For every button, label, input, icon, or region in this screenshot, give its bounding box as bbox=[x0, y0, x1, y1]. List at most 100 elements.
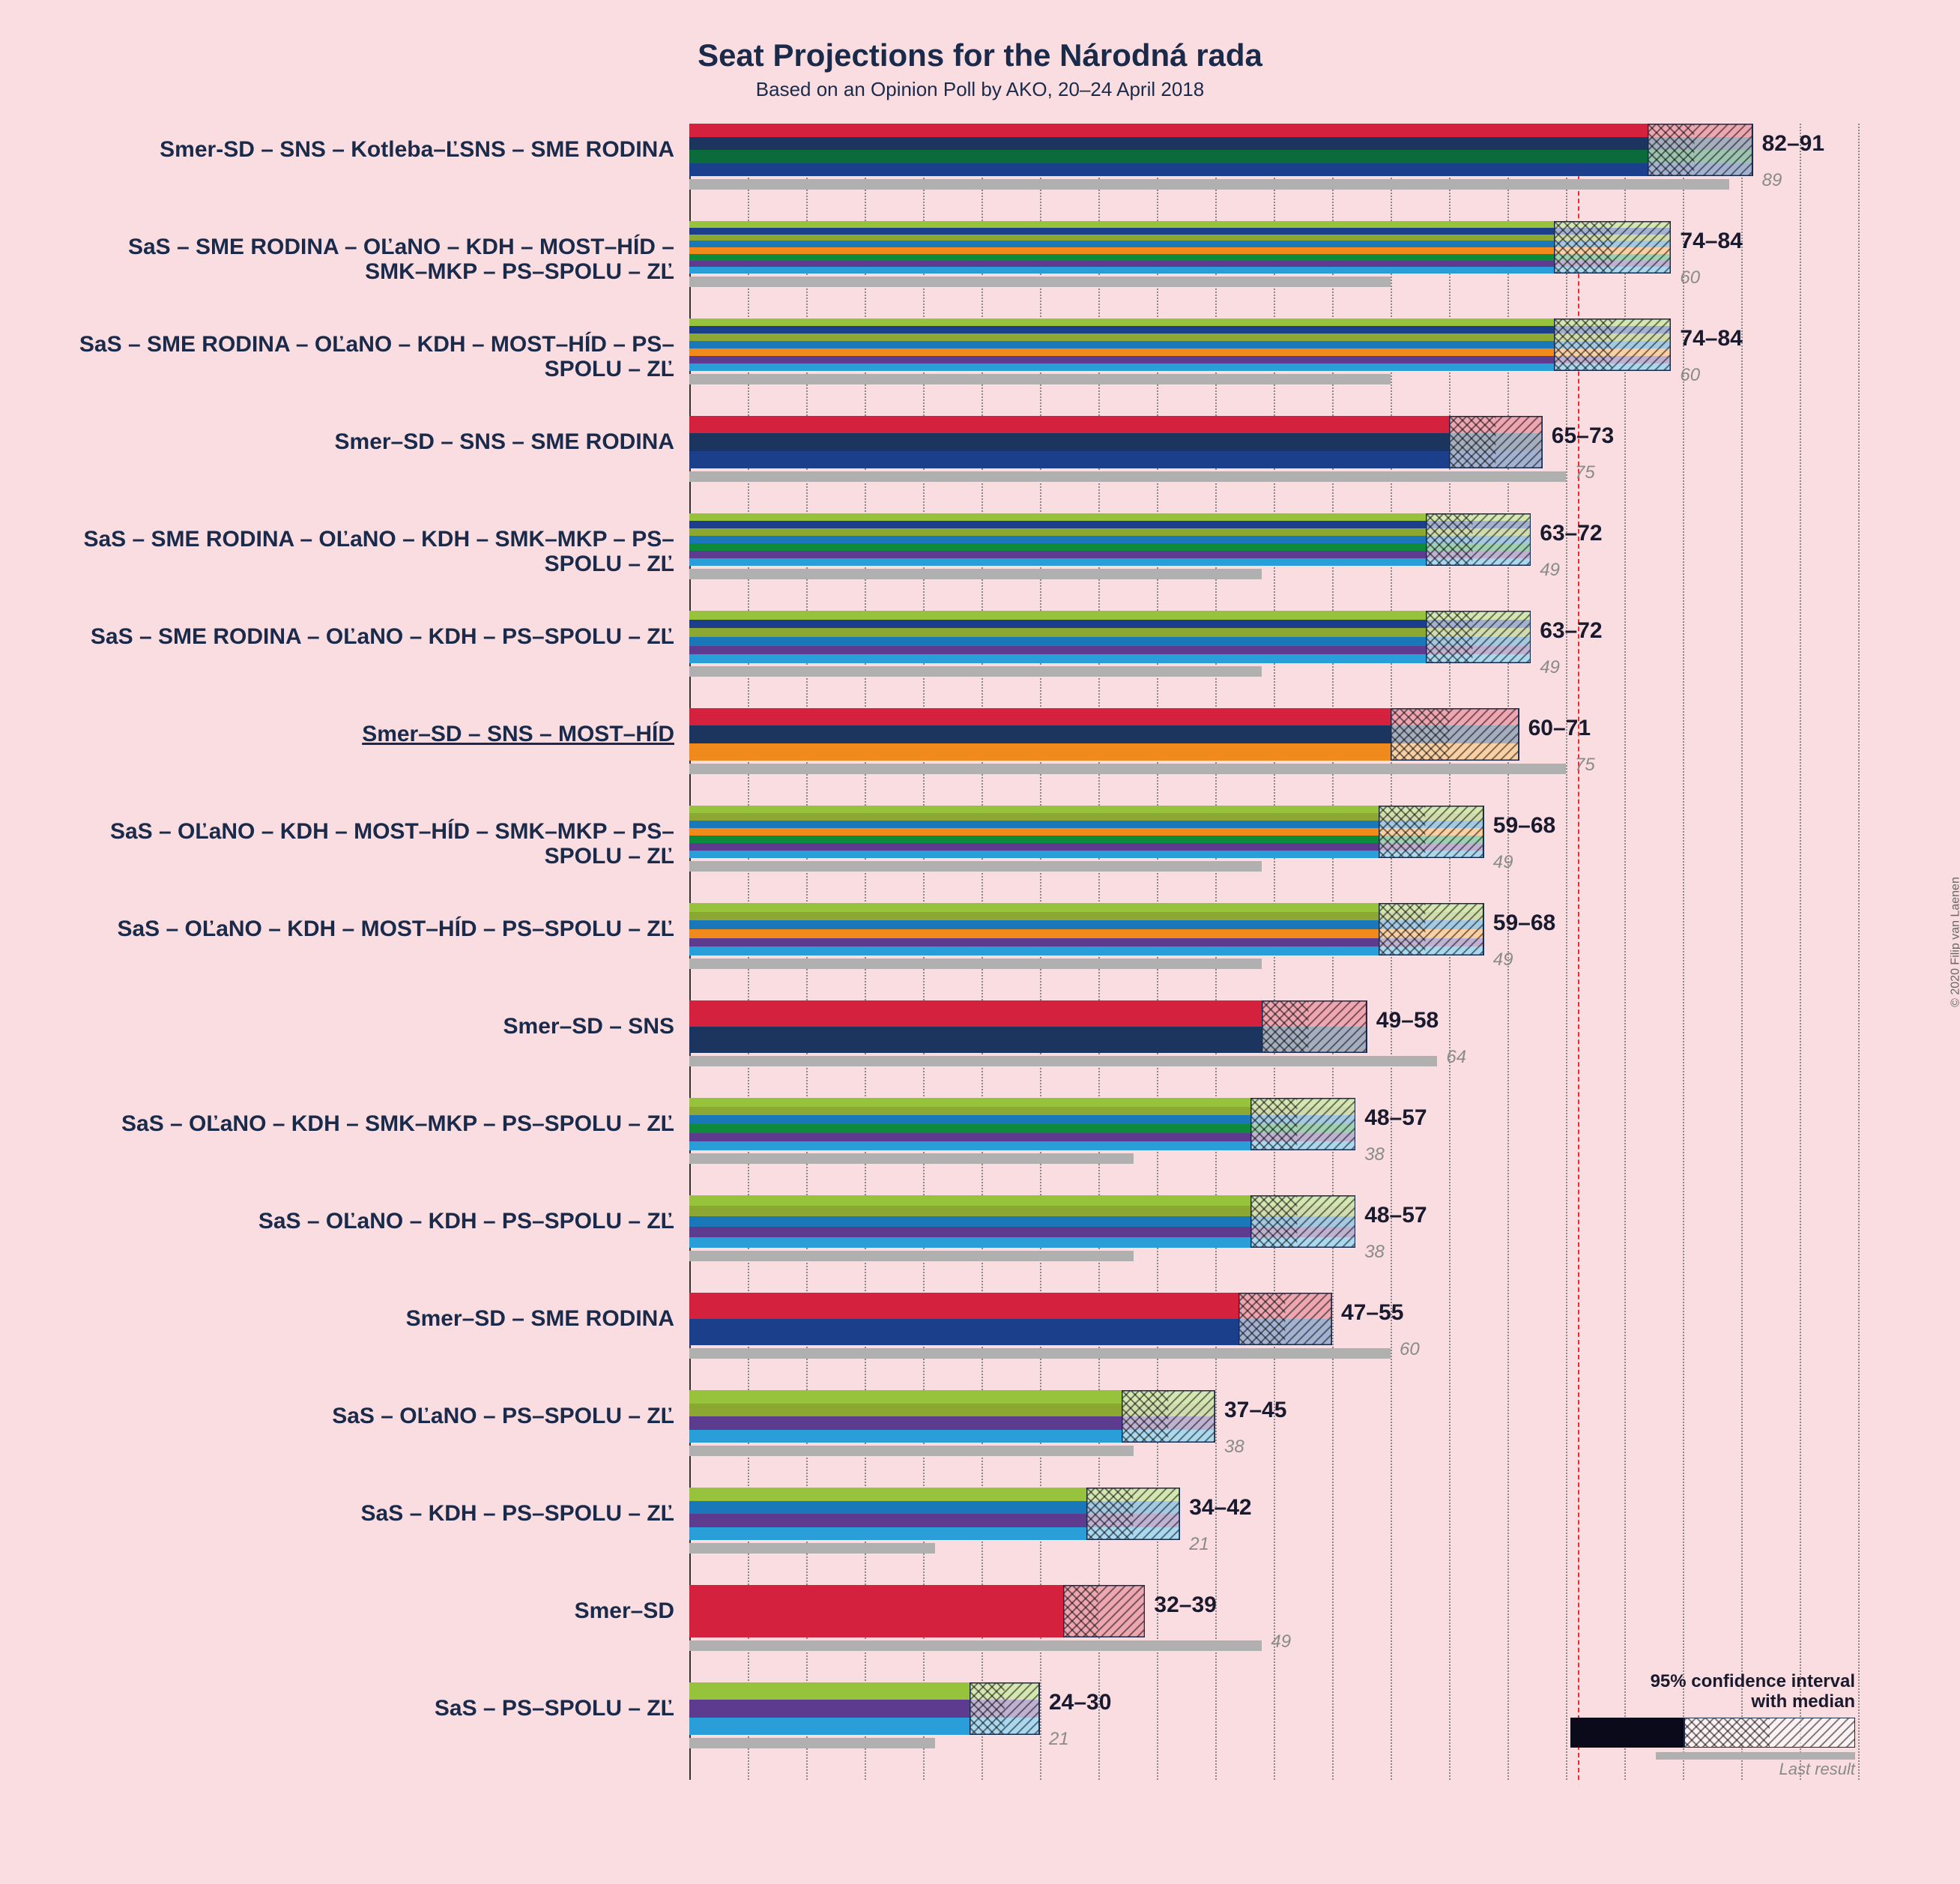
party-bar bbox=[689, 654, 1531, 663]
coalition-row: SaS – SME RODINA – OĽaNO – KDH – MOST–HÍ… bbox=[75, 318, 1825, 416]
range-label: 59–68 bbox=[1493, 911, 1555, 936]
bar-zone: 49–5864 bbox=[689, 1000, 1825, 1098]
party-bar bbox=[689, 363, 1671, 371]
coalition-label: Smer–SD bbox=[75, 1585, 689, 1623]
party-bar bbox=[689, 124, 1753, 137]
last-result-bar bbox=[689, 1640, 1262, 1651]
confidence-interval bbox=[1238, 1293, 1332, 1345]
last-result-bar bbox=[689, 1056, 1437, 1066]
last-result-label: 49 bbox=[1540, 560, 1560, 581]
coalition-label: SaS – SME RODINA – OĽaNO – KDH – SMK–MKP… bbox=[75, 513, 689, 576]
last-result-label: 75 bbox=[1575, 755, 1595, 776]
last-result-label: 21 bbox=[1049, 1729, 1069, 1750]
party-bar bbox=[689, 938, 1484, 947]
party-bar bbox=[689, 628, 1531, 637]
chart-area: Smer-SD – SNS – Kotleba–ĽSNS – SME RODIN… bbox=[75, 124, 1825, 1780]
coalition-row: SaS – SME RODINA – OĽaNO – KDH – PS–SPOL… bbox=[75, 611, 1825, 708]
coalition-label: SaS – PS–SPOLU – ZĽ bbox=[75, 1682, 689, 1721]
coalition-row: Smer–SD – SNS – SME RODINA65–7375 bbox=[75, 416, 1825, 513]
party-bar bbox=[689, 267, 1671, 274]
last-result-label: 75 bbox=[1575, 462, 1595, 483]
coalition-label: SaS – SME RODINA – OĽaNO – KDH – PS–SPOL… bbox=[75, 611, 689, 649]
party-bar bbox=[689, 235, 1671, 241]
bar-zone: 59–6849 bbox=[689, 806, 1825, 903]
party-bar bbox=[689, 946, 1484, 955]
party-bar bbox=[689, 843, 1484, 851]
confidence-interval bbox=[1648, 124, 1752, 176]
coalition-label: SaS – OĽaNO – KDH – SMK–MKP – PS–SPOLU –… bbox=[75, 1098, 689, 1136]
party-bar bbox=[689, 254, 1671, 261]
range-label: 48–57 bbox=[1364, 1105, 1427, 1131]
party-bar bbox=[689, 137, 1753, 151]
party-bar bbox=[689, 333, 1671, 341]
last-result-bar bbox=[689, 471, 1566, 482]
party-bar bbox=[689, 920, 1484, 929]
bar-zone: 65–7375 bbox=[689, 416, 1825, 513]
coalition-row: SaS – SME RODINA – OĽaNO – KDH – SMK–MKP… bbox=[75, 513, 1825, 611]
confidence-interval bbox=[1086, 1488, 1180, 1540]
coalition-label: SaS – SME RODINA – OĽaNO – KDH – MOST–HÍ… bbox=[75, 221, 689, 284]
confidence-interval bbox=[1554, 318, 1671, 371]
last-result-bar bbox=[689, 179, 1729, 190]
range-label: 34–42 bbox=[1189, 1495, 1251, 1521]
range-label: 37–45 bbox=[1224, 1398, 1286, 1423]
confidence-interval bbox=[1250, 1195, 1355, 1248]
confidence-interval bbox=[1554, 221, 1671, 274]
bar-zone: 82–9189 bbox=[689, 124, 1825, 221]
last-result-bar bbox=[689, 1348, 1391, 1359]
party-bar bbox=[689, 221, 1671, 228]
party-bar bbox=[689, 528, 1531, 536]
last-result-label: 49 bbox=[1540, 657, 1560, 678]
coalition-label: Smer–SD – SNS – SME RODINA bbox=[75, 416, 689, 454]
party-bar bbox=[689, 851, 1484, 858]
bar-zone: 37–4538 bbox=[689, 1390, 1825, 1488]
last-result-label: 89 bbox=[1762, 170, 1782, 191]
confidence-interval bbox=[1122, 1390, 1215, 1443]
coalition-label: Smer–SD – SME RODINA bbox=[75, 1293, 689, 1331]
last-result-label: 64 bbox=[1446, 1047, 1466, 1068]
bar-zone: 34–4221 bbox=[689, 1488, 1825, 1585]
last-result-bar bbox=[689, 374, 1391, 384]
coalition-row: SaS – OĽaNO – KDH – PS–SPOLU – ZĽ48–5738 bbox=[75, 1195, 1825, 1293]
last-result-bar bbox=[689, 1153, 1134, 1164]
range-label: 74–84 bbox=[1680, 229, 1742, 254]
range-label: 63–72 bbox=[1540, 521, 1602, 546]
party-bar bbox=[689, 416, 1543, 433]
party-bar bbox=[689, 261, 1671, 268]
coalition-row: SaS – KDH – PS–SPOLU – ZĽ34–4221 bbox=[75, 1488, 1825, 1585]
legend-title: 95% confidence interval with median bbox=[1570, 1672, 1855, 1712]
bar-zone: 48–5738 bbox=[689, 1098, 1825, 1195]
party-bar bbox=[689, 828, 1484, 836]
coalition-row: SaS – OĽaNO – PS–SPOLU – ZĽ37–4538 bbox=[75, 1390, 1825, 1488]
legend-line2: with median bbox=[1751, 1691, 1855, 1712]
range-label: 60–71 bbox=[1528, 716, 1591, 741]
party-bar bbox=[689, 611, 1531, 620]
confidence-interval bbox=[1250, 1098, 1355, 1150]
party-bar bbox=[689, 543, 1531, 551]
bar-zone: 60–71 75 bbox=[689, 708, 1825, 806]
party-bar bbox=[689, 150, 1753, 163]
bar-zone: 59–6849 bbox=[689, 903, 1825, 1000]
party-bar bbox=[689, 912, 1484, 921]
coalition-label: SaS – OĽaNO – KDH – MOST–HÍD – PS–SPOLU … bbox=[75, 903, 689, 941]
party-bar bbox=[689, 356, 1671, 363]
party-bar bbox=[689, 558, 1531, 566]
coalition-row: Smer–SD – SNS49–5864 bbox=[75, 1000, 1825, 1098]
confidence-interval bbox=[1391, 708, 1519, 761]
coalition-row: Smer–SD32–3949 bbox=[75, 1585, 1825, 1682]
confidence-interval bbox=[1449, 416, 1543, 468]
bar-zone: 74–8460 bbox=[689, 221, 1825, 318]
last-result-label: 49 bbox=[1493, 852, 1513, 873]
coalition-label: Smer–SD – SNS bbox=[75, 1000, 689, 1039]
party-bar bbox=[689, 551, 1531, 558]
chart-subtitle: Based on an Opinion Poll by AKO, 20–24 A… bbox=[45, 78, 1915, 101]
party-bar bbox=[689, 903, 1484, 912]
coalition-label: Smer-SD – SNS – Kotleba–ĽSNS – SME RODIN… bbox=[75, 124, 689, 162]
confidence-interval bbox=[1379, 903, 1483, 955]
bar-zone: 32–3949 bbox=[689, 1585, 1825, 1682]
coalition-label: SaS – OĽaNO – KDH – PS–SPOLU – ZĽ bbox=[75, 1195, 689, 1234]
legend-ci-icon bbox=[1570, 1718, 1855, 1748]
coalition-row: Smer-SD – SNS – Kotleba–ĽSNS – SME RODIN… bbox=[75, 124, 1825, 221]
party-bar bbox=[689, 929, 1484, 938]
party-bar bbox=[689, 326, 1671, 333]
